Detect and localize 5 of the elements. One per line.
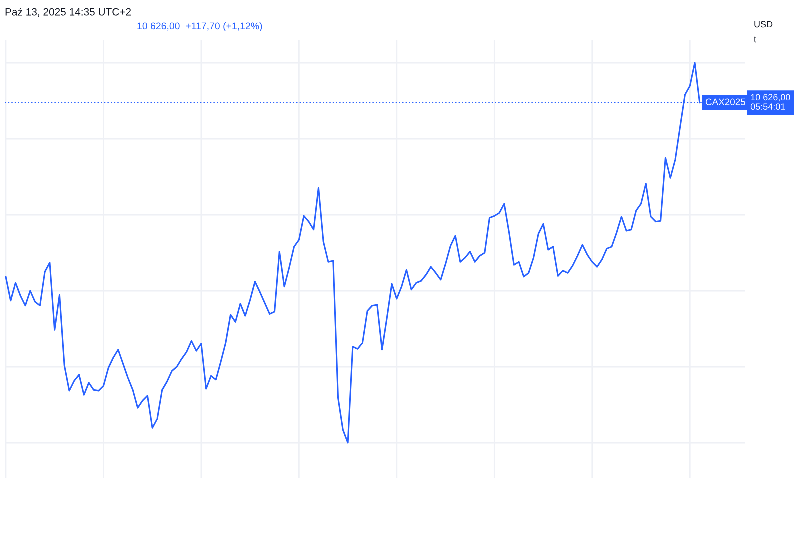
- chart-title: Paź 13, 2025 14:35 UTC+2: [6, 8, 132, 18]
- series-label: CAX2025: [706, 98, 746, 106]
- chart-subtitle: 10 626,00 +117,70 (+1,12%): [138, 22, 262, 32]
- text: USD t: [754, 21, 773, 43]
- ref-line-label: 10 626,00 05:54:01: [750, 94, 790, 110]
